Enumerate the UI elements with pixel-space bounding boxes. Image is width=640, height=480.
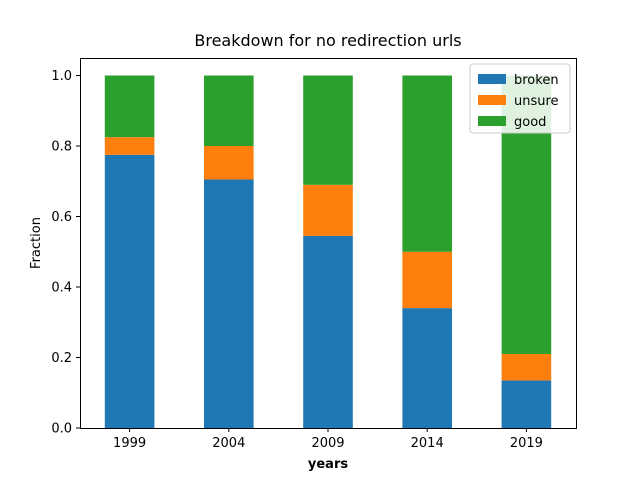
legend-swatch-good (478, 116, 506, 126)
bar-broken-2009 (303, 235, 353, 428)
bar-broken-1999 (104, 154, 155, 428)
chart-title: Breakdown for no redirection urls (194, 31, 461, 50)
x-axis-label: years (308, 457, 348, 472)
legend-swatch-unsure (478, 95, 506, 105)
x-tick-label: 1999 (113, 436, 146, 451)
bar-broken-2014 (402, 308, 452, 428)
bar-unsure-2004 (204, 146, 254, 180)
legend-label-broken: broken (514, 73, 559, 88)
x-tick-label: 2019 (510, 436, 543, 451)
y-tick-label: 0.2 (51, 351, 72, 366)
legend-label-good: good (514, 115, 546, 130)
bar-broken-2019 (501, 380, 552, 428)
x-axis: 1999 2004 2009 2014 2019 (113, 428, 543, 451)
bar-unsure-1999 (104, 137, 155, 155)
bar-unsure-2014 (402, 251, 452, 309)
legend: broken unsure good (469, 63, 571, 134)
y-axis-label: Fraction (29, 217, 44, 269)
bar-unsure-2019 (501, 353, 552, 381)
bar-unsure-2009 (303, 184, 353, 236)
x-tick-label: 2004 (212, 436, 245, 451)
y-tick-label: 0.4 (51, 281, 72, 296)
legend-swatch-broken (478, 74, 506, 84)
y-tick-label: 0.8 (51, 140, 72, 155)
y-tick-label: 0.0 (51, 422, 72, 437)
x-tick-label: 2009 (311, 436, 344, 451)
bar-good-2014 (402, 75, 452, 252)
bar-good-1999 (104, 75, 155, 138)
bar-good-2009 (303, 75, 353, 185)
x-tick-label: 2014 (411, 436, 444, 451)
legend-label-unsure: unsure (514, 94, 559, 109)
y-axis: 0.0 0.2 0.4 0.6 0.8 1.0 (51, 69, 80, 437)
bar-good-2004 (204, 75, 254, 146)
bar-broken-2004 (204, 179, 254, 428)
y-tick-label: 0.6 (51, 210, 72, 225)
y-tick-label: 1.0 (51, 69, 72, 84)
